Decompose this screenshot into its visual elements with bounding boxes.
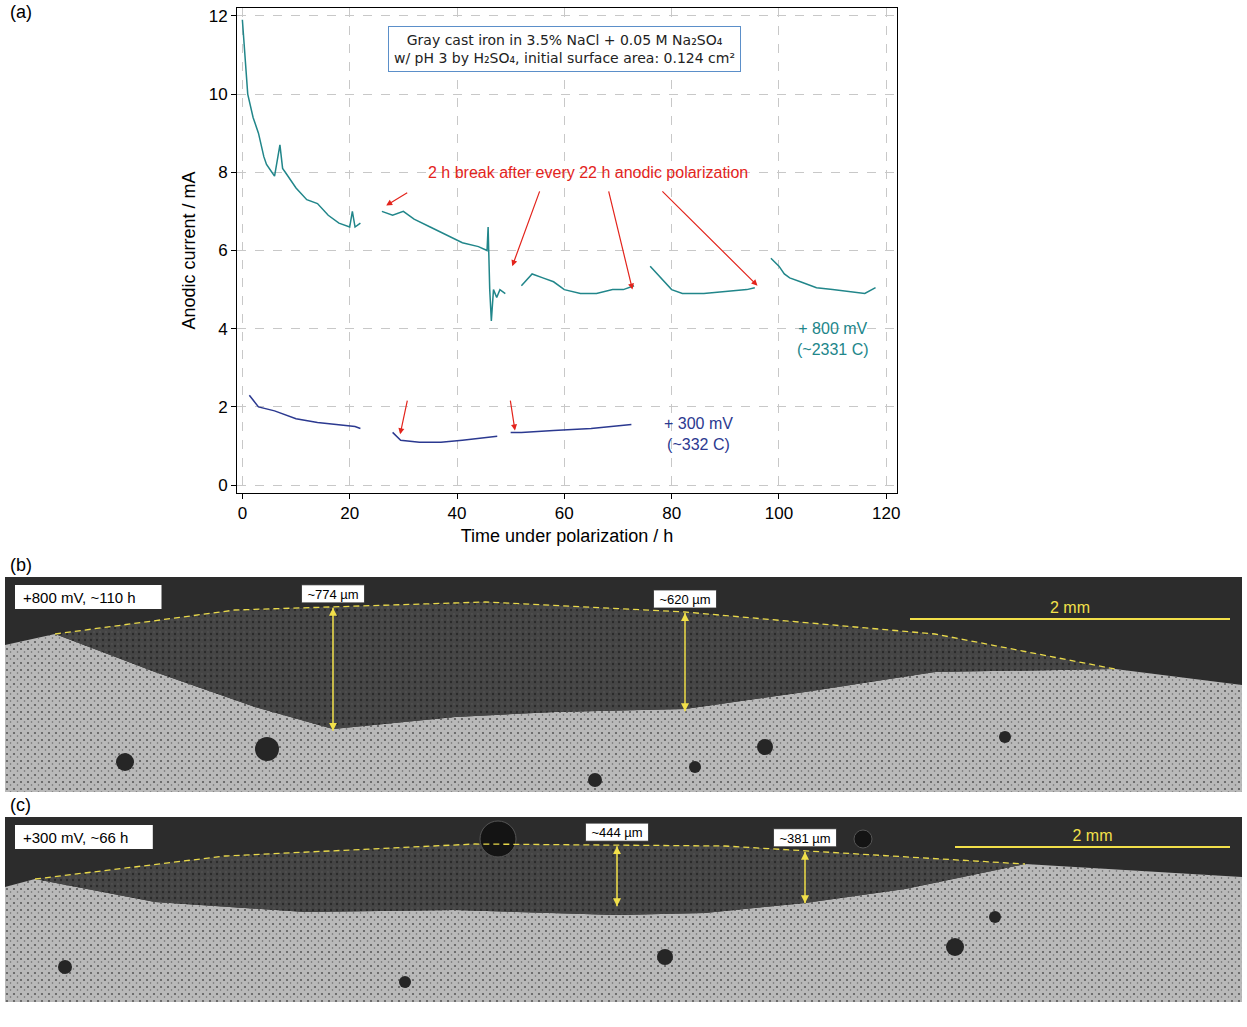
- svg-text:80: 80: [662, 504, 681, 523]
- html-text:(b): (b): [10, 555, 32, 575]
- svg-text:+ 800 mV(~2331 C): + 800 mV(~2331 C): [797, 320, 869, 358]
- svg-text:12: 12: [209, 7, 228, 26]
- svg-text:10: 10: [209, 85, 228, 104]
- svg-text:60: 60: [555, 504, 574, 523]
- html-text:(c): (c): [10, 795, 31, 815]
- svg-text:20: 20: [340, 504, 359, 523]
- svg-text:4: 4: [218, 320, 227, 339]
- svg-text:2: 2: [218, 398, 227, 417]
- svg-text:2 h break after every 22 h ano: 2 h break after every 22 h anodic polari…: [428, 164, 748, 181]
- svg-text:2 mm: 2 mm: [1050, 599, 1090, 616]
- svg-text:+ 300 mV(~332 C): + 300 mV(~332 C): [664, 415, 733, 453]
- svg-text:+800 mV, ~110 h: +800 mV, ~110 h: [23, 589, 136, 606]
- svg-text:8: 8: [218, 163, 227, 182]
- svg-text:40: 40: [448, 504, 467, 523]
- svg-text:Anodic current / mA: Anodic current / mA: [179, 171, 199, 329]
- svg-text:Gray cast iron in 3.5% NaCl +: Gray cast iron in 3.5% NaCl + 0.05 M Na₂…: [394, 32, 735, 66]
- svg-text:~620 µm: ~620 µm: [659, 592, 710, 607]
- svg-text:~381 µm: ~381 µm: [779, 831, 830, 846]
- svg-text:~444 µm: ~444 µm: [591, 825, 642, 840]
- svg-text:+300 mV, ~66 h: +300 mV, ~66 h: [23, 829, 128, 846]
- svg-text:100: 100: [765, 504, 793, 523]
- html-text:(a): (a): [10, 2, 32, 22]
- svg-text:6: 6: [218, 241, 227, 260]
- svg-text:~774 µm: ~774 µm: [307, 587, 358, 602]
- svg-text:120: 120: [872, 504, 900, 523]
- svg-text:0: 0: [218, 476, 227, 495]
- svg-text:0: 0: [238, 504, 247, 523]
- svg-text:2 mm: 2 mm: [1073, 827, 1113, 844]
- svg-text:Time under polarization / h: Time under polarization / h: [461, 526, 673, 546]
